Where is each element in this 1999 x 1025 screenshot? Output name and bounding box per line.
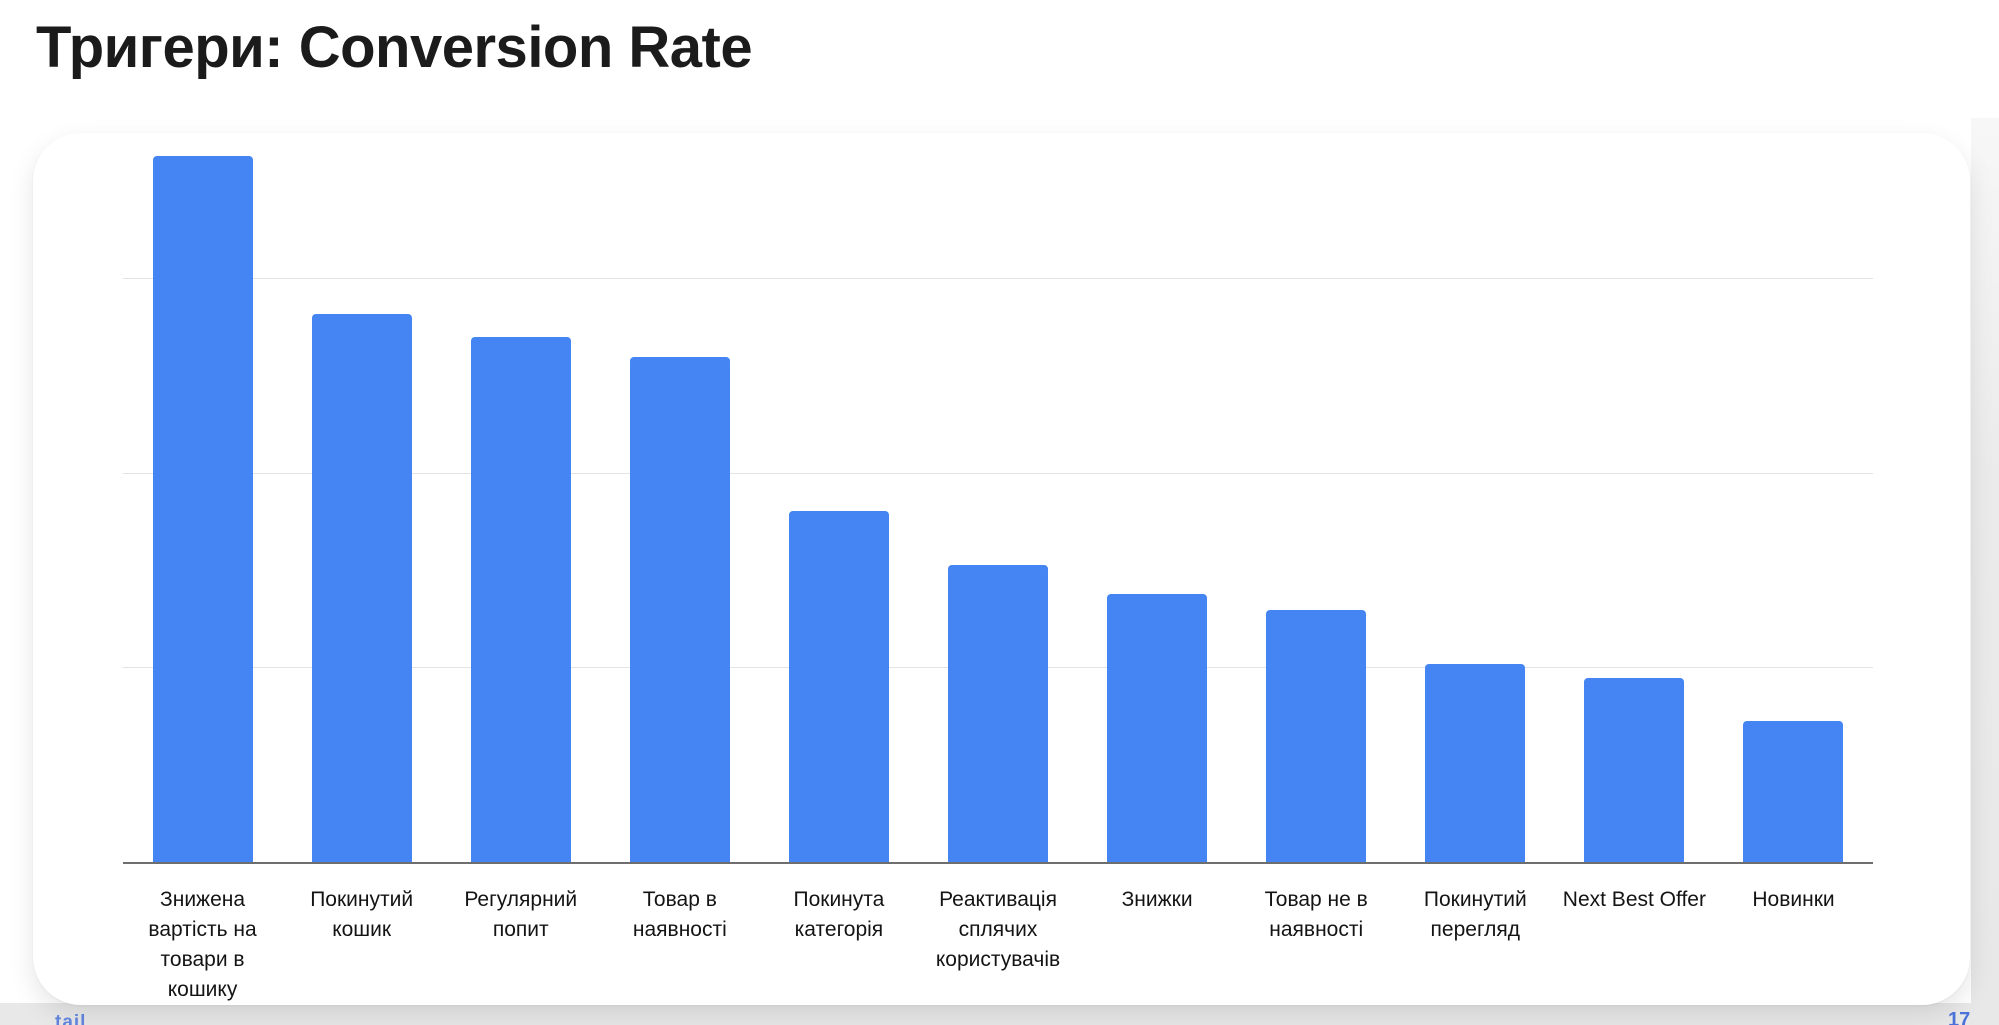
bar-slot <box>759 133 918 863</box>
category-label-9: Покинутий перегляд <box>1423 888 1527 942</box>
bar-slot <box>282 133 441 863</box>
bar-4 <box>629 356 730 863</box>
bar-slot <box>600 133 759 863</box>
bar-6 <box>948 565 1049 863</box>
bar-5 <box>788 510 889 863</box>
gridline <box>123 278 1873 279</box>
bar-1 <box>152 156 253 863</box>
background-bottom-strip <box>0 1003 1999 1025</box>
background-right-strip <box>1971 118 1999 1005</box>
category-label-slot: Товар не в наявності <box>1237 885 1396 1005</box>
bar-11 <box>1743 720 1844 863</box>
category-label-5: Покинута категорія <box>793 888 885 942</box>
category-label-slot: Next Best Offer <box>1555 885 1714 1005</box>
brand-logo-fragment: tail <box>55 1012 87 1025</box>
category-label-4: Товар в наявності <box>632 888 727 942</box>
chart-card: Знижена вартість на товари в кошику Покин… <box>33 133 1970 1005</box>
bar-slot <box>441 133 600 863</box>
bar-slot <box>1237 133 1396 863</box>
category-label-slot: Знижена вартість на товари в кошику <box>123 885 282 1005</box>
x-axis-line <box>123 862 1873 864</box>
category-label-8: Товар не в наявності <box>1264 888 1368 942</box>
category-label-10: Next Best Offer <box>1562 888 1706 911</box>
category-label-1: Знижена вартість на товари в кошику <box>148 888 257 1002</box>
bar-9 <box>1425 664 1526 863</box>
category-labels-row: Знижена вартість на товари в кошику Покин… <box>123 864 1873 1005</box>
category-label-slot: Покинутий кошик <box>282 885 441 1005</box>
bar-slot <box>1714 133 1873 863</box>
category-label-7: Знижки <box>1121 888 1193 911</box>
bar-3 <box>470 337 571 863</box>
category-label-slot: Покинутий перегляд <box>1396 885 1555 1005</box>
category-label-slot: Покинута категорія <box>759 885 918 1005</box>
bars-row <box>123 133 1873 863</box>
bar-8 <box>1266 609 1367 863</box>
bar-2 <box>311 314 412 863</box>
bar-10 <box>1584 678 1685 863</box>
gridline <box>123 472 1873 474</box>
category-label-slot: Новинки <box>1714 885 1873 1005</box>
category-label-slot: Знижки <box>1078 885 1237 1005</box>
bar-slot <box>918 133 1077 863</box>
category-label-slot: Товар в наявності <box>600 885 759 1005</box>
category-label-6: Реактивація сплячих користувачів <box>935 888 1061 972</box>
bar-slot <box>1555 133 1714 863</box>
bar-slot <box>123 133 282 863</box>
bar-slot <box>1396 133 1555 863</box>
category-label-11: Новинки <box>1752 888 1835 911</box>
bar-7 <box>1107 594 1208 863</box>
category-label-2: Покинутий кошик <box>310 888 414 942</box>
category-label-3: Регулярний попит <box>464 888 578 942</box>
category-label-slot: Регулярний попит <box>441 885 600 1005</box>
bar-slot <box>1078 133 1237 863</box>
chart-plot-area <box>123 133 1873 863</box>
slide-title: Тригери: Conversion Rate <box>36 15 753 80</box>
page-number: 17 <box>1948 1009 1971 1025</box>
category-label-slot: Реактивація сплячих користувачів <box>918 885 1077 1005</box>
